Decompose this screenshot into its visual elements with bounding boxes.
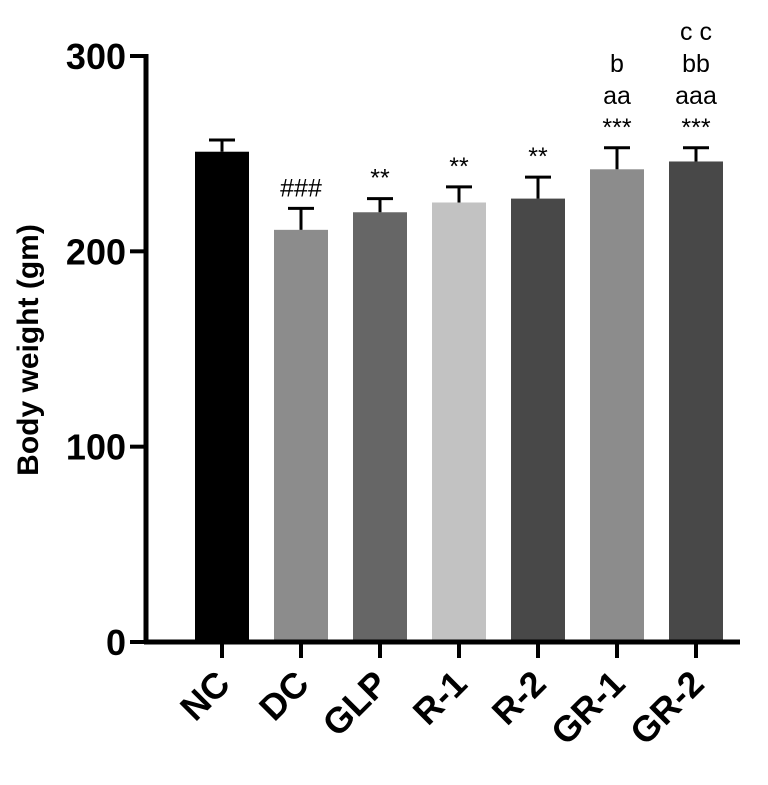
y-tick-label: 300 (66, 36, 126, 77)
bar-glp (353, 212, 407, 642)
x-tick-label-glp: GLP (314, 663, 395, 744)
significance-label: c c (680, 18, 712, 46)
bar-gr-2 (669, 161, 723, 643)
x-tick-label-gr-2: GR-2 (622, 663, 712, 753)
bar-dc (274, 229, 328, 642)
significance-label: ** (370, 165, 390, 193)
significance-label: bb (682, 50, 710, 78)
significance-label: aaa (675, 82, 717, 110)
x-tick-label-nc: NC (172, 663, 238, 729)
significance-label: ** (449, 153, 469, 181)
bar-r-1 (432, 202, 486, 642)
x-tick-label-dc: DC (251, 663, 317, 729)
y-tick-label: 100 (66, 427, 126, 468)
x-tick-label-r-1: R-1 (405, 663, 475, 733)
y-axis: 0 100 200 300 (66, 36, 149, 663)
significance-label: ** (528, 143, 548, 171)
significance-label: ### (280, 174, 322, 202)
bar-nc (195, 151, 249, 643)
y-tick-label: 0 (106, 622, 126, 663)
bar-r-2 (511, 198, 565, 643)
y-axis-title: Body weight (gm) (12, 224, 45, 476)
significance-label: b (610, 50, 624, 78)
y-tick-label: 200 (66, 231, 126, 272)
bars (195, 138, 723, 643)
bar-gr-1 (590, 169, 644, 642)
x-tick-label-gr-1: GR-1 (543, 663, 633, 753)
significance-label: *** (602, 114, 631, 142)
significance-label: aa (603, 82, 631, 110)
significance-label: *** (681, 114, 710, 142)
